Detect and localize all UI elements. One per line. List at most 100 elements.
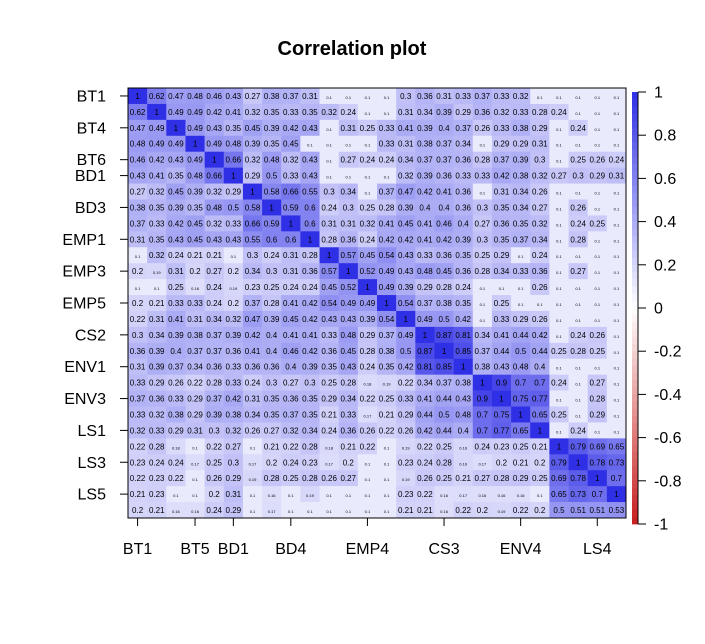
heatmap-cell bbox=[338, 502, 359, 519]
heatmap-cell bbox=[415, 422, 435, 439]
cell-value-label: 0.1 bbox=[614, 222, 620, 227]
cell-value-label: 0.49 bbox=[149, 140, 165, 149]
cell-value-label: 0.27 bbox=[475, 474, 491, 483]
cell-value-label: 0.35 bbox=[513, 219, 529, 228]
heatmap-cell bbox=[128, 374, 148, 391]
heatmap-cell bbox=[300, 135, 320, 153]
heatmap-cell bbox=[204, 88, 225, 105]
cell-value-label: 1 bbox=[557, 442, 562, 451]
heatmap-cell bbox=[491, 199, 512, 216]
heatmap-cell bbox=[396, 438, 416, 455]
heatmap-cell bbox=[147, 390, 167, 407]
cell-value-label: 0.39 bbox=[436, 108, 452, 117]
cell-value-label: 0.43 bbox=[130, 172, 146, 181]
cell-value-label: 0.27 bbox=[340, 474, 356, 483]
heatmap-cell bbox=[530, 231, 550, 248]
cell-value-label: 0.24 bbox=[206, 283, 222, 292]
heatmap-cell bbox=[166, 358, 186, 375]
column-label: LS4 bbox=[583, 541, 612, 558]
heatmap-cell bbox=[357, 167, 378, 184]
heatmap-cell bbox=[300, 358, 320, 375]
cell-value-label: 0.39 bbox=[149, 363, 165, 372]
heatmap-cell bbox=[511, 502, 531, 519]
heatmap-cell bbox=[530, 183, 550, 200]
heatmap-cell bbox=[166, 422, 186, 439]
heatmap-cell bbox=[147, 326, 167, 344]
cell-value-label: 0.33 bbox=[475, 172, 491, 181]
heatmap-cell bbox=[491, 422, 512, 439]
heatmap-cell bbox=[377, 103, 397, 121]
cell-value-label: 0.1 bbox=[594, 95, 600, 100]
heatmap-cell bbox=[262, 390, 282, 407]
heatmap-cell bbox=[185, 183, 205, 200]
cell-value-label: 0.37 bbox=[283, 92, 299, 101]
cell-value-label: 0.22 bbox=[206, 442, 222, 451]
heatmap-cell bbox=[242, 119, 263, 137]
cell-value-label: 0.28 bbox=[475, 267, 491, 276]
heatmap-cell bbox=[281, 263, 301, 280]
heatmap-cell bbox=[128, 390, 148, 407]
heatmap-cell bbox=[338, 310, 359, 328]
heatmap-cell bbox=[319, 406, 339, 423]
heatmap-cell bbox=[300, 454, 320, 471]
heatmap-cell bbox=[319, 470, 339, 487]
cell-value-label: 0.65 bbox=[513, 426, 529, 435]
cell-value-label: 0.43 bbox=[206, 235, 222, 244]
heatmap-cell bbox=[530, 502, 550, 519]
cell-value-label: 0.4 bbox=[266, 331, 278, 340]
heatmap-cell bbox=[166, 279, 186, 296]
heatmap-cell bbox=[223, 374, 244, 391]
heatmap-cell bbox=[530, 358, 550, 375]
heatmap-cell bbox=[434, 247, 454, 264]
cell-value-label: 1 bbox=[212, 156, 217, 165]
cell-value-label: 0.45 bbox=[398, 219, 414, 228]
heatmap-cell bbox=[453, 231, 474, 248]
heatmap-cell bbox=[606, 88, 627, 105]
heatmap-cell bbox=[185, 374, 205, 391]
heatmap-cell bbox=[357, 88, 378, 105]
cell-value-label: 0.42 bbox=[417, 426, 433, 435]
cell-value-label: 0.1 bbox=[556, 254, 562, 259]
heatmap-cell bbox=[434, 342, 454, 360]
cell-value-label: 1 bbox=[155, 108, 160, 117]
cell-value-label: 0.1 bbox=[575, 318, 581, 323]
heatmap-cell bbox=[204, 470, 225, 487]
colorbar-tick-label: 0.6 bbox=[654, 171, 676, 188]
cell-value-label: 1 bbox=[538, 426, 543, 435]
heatmap-cell bbox=[262, 135, 282, 153]
heatmap-cell bbox=[587, 199, 608, 216]
cell-value-label: 0.35 bbox=[187, 203, 203, 212]
heatmap-cell bbox=[128, 358, 148, 375]
heatmap-cell bbox=[396, 422, 416, 439]
heatmap-cell bbox=[166, 342, 186, 360]
heatmap-cell bbox=[223, 183, 244, 200]
cell-value-label: 0.1 bbox=[518, 254, 524, 259]
colorbar-segment bbox=[632, 228, 638, 237]
cell-value-label: 0.49 bbox=[187, 108, 203, 117]
colorbar-segment bbox=[632, 394, 638, 402]
heatmap-cell bbox=[434, 502, 454, 519]
cell-value-label: 0.37 bbox=[436, 140, 452, 149]
heatmap-cell bbox=[377, 247, 397, 264]
cell-value-label: 0.26 bbox=[532, 283, 548, 292]
cell-value-label: 0.1 bbox=[594, 191, 600, 196]
cell-value-label: 0.1 bbox=[594, 127, 600, 132]
heatmap-cell bbox=[530, 438, 550, 455]
cell-value-label: 0.65 bbox=[551, 490, 567, 499]
heatmap-cell bbox=[338, 279, 359, 296]
cell-value-label: 1 bbox=[595, 474, 600, 483]
cell-value-label: 1 bbox=[174, 124, 179, 133]
cell-value-label: 0.41 bbox=[168, 315, 184, 324]
colorbar-segment bbox=[632, 473, 638, 482]
heatmap-cell bbox=[357, 183, 378, 200]
heatmap-cell bbox=[377, 151, 397, 168]
heatmap-cell bbox=[242, 470, 263, 487]
heatmap-cell bbox=[415, 406, 435, 423]
heatmap-cell bbox=[204, 342, 225, 360]
cell-value-label: 0.1 bbox=[365, 143, 371, 148]
heatmap-cell bbox=[491, 263, 512, 280]
heatmap-cell bbox=[568, 151, 588, 168]
heatmap-cell bbox=[568, 454, 588, 471]
heatmap-cell bbox=[128, 199, 148, 216]
cell-value-label: 0.38 bbox=[455, 379, 471, 388]
